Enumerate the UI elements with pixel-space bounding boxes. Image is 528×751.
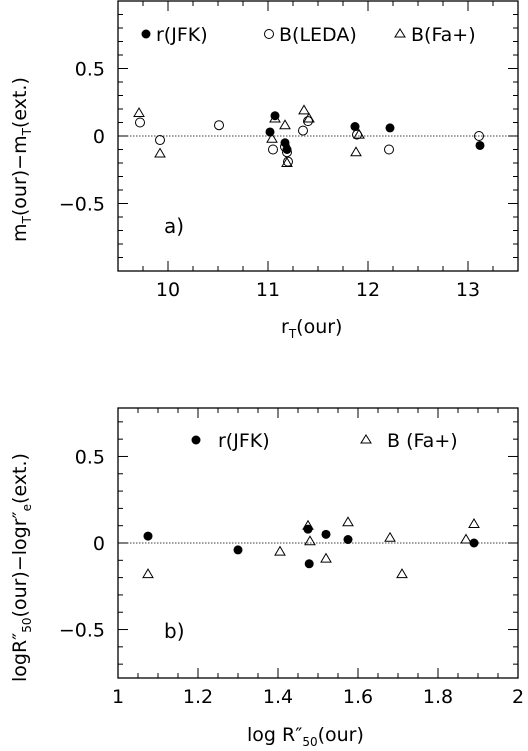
x-tick-label: 1.6 [343, 686, 373, 708]
data-point-filled-circle [350, 122, 360, 132]
points-a [133, 104, 485, 167]
data-point-filled-circle [385, 123, 395, 133]
data-point-open-circle [280, 141, 290, 152]
legend-open-triangle-marker [360, 434, 372, 444]
y-tick-labels-b: 0.5 0 −0.5 [59, 446, 105, 641]
y-tick-label: 0 [93, 533, 105, 555]
x-tick-label: 1.2 [183, 686, 213, 708]
y-axis-label-a: mT(our)−mT(ext.) [9, 77, 34, 242]
y-tick-label: 0 [93, 126, 105, 148]
y-axis-label-b: logR″50(our)−logr″e(ext.) [9, 453, 34, 682]
x-tick-labels-b: 1 1.2 1.4 1.6 1.8 2 [112, 686, 524, 708]
data-point-open-circle [155, 135, 165, 146]
data-point-open-triangle [142, 568, 154, 579]
data-point-open-triangle [274, 545, 286, 556]
data-point-filled-circle [469, 538, 479, 548]
x-tick-label: 1 [112, 686, 124, 708]
legend-filled-circle-marker [191, 435, 201, 445]
x-tick-labels-a: 10 11 12 13 [156, 279, 480, 301]
data-point-open-circle [474, 131, 484, 141]
data-point-open-triangle [133, 107, 145, 118]
legend-label-b-leda: B(LEDA) [279, 24, 357, 46]
legend-label-r-jfk: r(JFK) [156, 24, 208, 46]
ticks-a [117, 0, 519, 272]
data-point-open-triangle [266, 132, 278, 143]
panel-tag-b: b) [164, 619, 185, 643]
y-tick-label: −0.5 [59, 194, 105, 216]
x-tick-label: 1.4 [263, 686, 293, 708]
x-tick-label: 10 [156, 279, 180, 301]
data-point-filled-circle [304, 559, 314, 569]
legend-open-triangle-marker [394, 28, 406, 38]
data-point-open-triangle [154, 147, 166, 158]
y-tick-label: −0.5 [59, 620, 105, 642]
panel-tag-a: a) [164, 214, 184, 238]
legend-label-b-fa: B(Fa+) [411, 24, 476, 46]
legend-b: r(JFK) B (Fa+) [191, 430, 458, 452]
data-point-open-triangle [384, 531, 396, 542]
legend-label-r-jfk: r(JFK) [218, 430, 270, 452]
x-tick-label: 2 [512, 686, 524, 708]
x-axis-label-b: log R″50(our) [247, 724, 364, 749]
data-point-filled-circle [233, 545, 243, 555]
panel-a: 10 11 12 13 0.50−0.5 r(JFK) B(LEDA) B(Fa+) … [9, 0, 519, 341]
data-point-open-circle [298, 125, 308, 136]
data-point-open-circle [268, 144, 278, 155]
panel-b: 1 1.2 1.4 1.6 1.8 2 0.5 0 −0.5 r(JFK) B (Fa+) b… [9, 407, 524, 749]
data-point-open-triangle [468, 517, 480, 528]
data-point-open-triangle [302, 519, 314, 530]
data-point-filled-circle [321, 529, 331, 539]
data-point-open-circle [282, 147, 292, 158]
data-point-open-circle [214, 120, 224, 131]
data-point-filled-circle [143, 531, 153, 541]
data-point-open-triangle [396, 568, 408, 579]
y-tick-label: 0.5 [75, 446, 105, 468]
data-point-open-circle [135, 117, 145, 128]
y-tick-labels-a: 0.5 0 −0.5 [59, 59, 105, 216]
data-point-open-triangle [304, 535, 316, 546]
data-point-open-circle [303, 116, 313, 127]
data-point-open-triangle [342, 516, 354, 527]
points-b [142, 516, 480, 579]
legend-open-circle-marker [264, 29, 274, 39]
x-tick-label: 1.8 [423, 686, 453, 708]
x-tick-label: 13 [456, 279, 480, 301]
data-point-open-circle [384, 144, 394, 155]
data-point-open-triangle [350, 146, 362, 157]
x-axis-label-a: rT(our) [281, 316, 342, 341]
ticks-b [117, 408, 519, 678]
data-point-filled-circle [343, 535, 353, 545]
legend-a: r(JFK) B(LEDA) B(Fa+) [141, 24, 476, 46]
data-point-open-triangle [298, 104, 310, 115]
data-point-open-triangle [353, 128, 365, 139]
data-point-open-triangle [303, 112, 315, 123]
x-tick-label: 12 [356, 279, 380, 301]
data-point-open-triangle [320, 552, 332, 563]
x-tick-label: 11 [256, 279, 280, 301]
y-tick-label: 0.5 [75, 59, 105, 81]
legend-filled-circle-marker [141, 29, 151, 39]
data-point-filled-circle [475, 140, 485, 150]
data-point-open-triangle [279, 119, 291, 130]
data-point-open-triangle [269, 112, 281, 123]
data-point-open-triangle [460, 533, 472, 544]
data-point-open-triangle [281, 157, 293, 167]
legend-label-b-fa: B (Fa+) [387, 430, 458, 452]
